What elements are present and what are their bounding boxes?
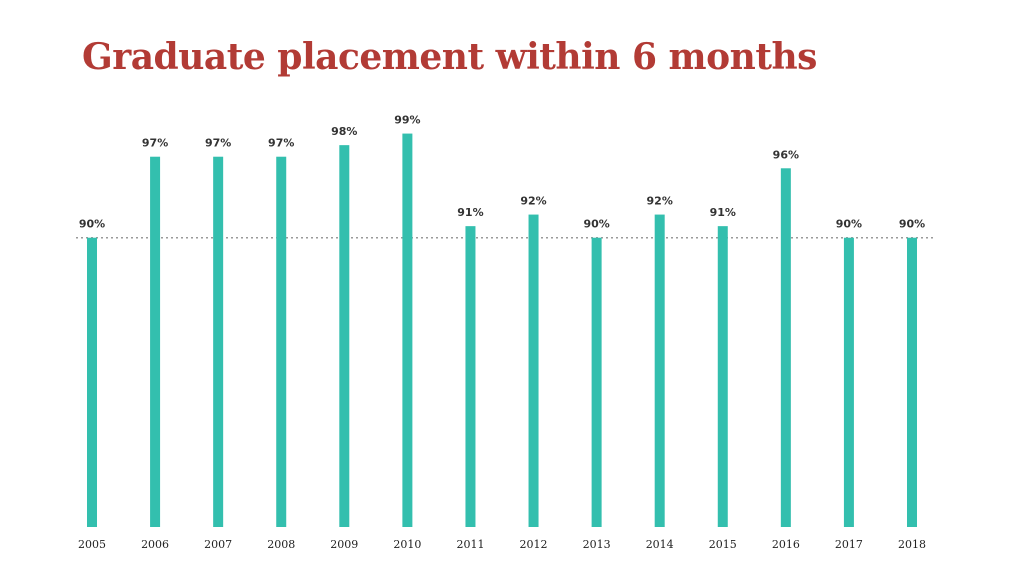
x-tick-label-2009: 2009	[330, 538, 358, 551]
data-label-2008: 97%	[268, 137, 294, 150]
data-label-2006: 97%	[142, 137, 168, 150]
bar-2010	[402, 133, 413, 528]
data-label-2016: 96%	[773, 148, 799, 161]
bars-layer	[87, 133, 917, 528]
data-label-2013: 90%	[583, 218, 609, 231]
x-tick-label-2008: 2008	[267, 538, 295, 551]
bar-2009	[339, 145, 350, 527]
x-tick-label-2005: 2005	[78, 538, 106, 551]
x-tick-label-2014: 2014	[646, 538, 674, 551]
bar-2012	[528, 214, 539, 528]
x-tick-label-2007: 2007	[204, 538, 232, 551]
bar-2015	[717, 226, 728, 527]
data-label-2007: 97%	[205, 137, 231, 150]
x-tick-label-2016: 2016	[772, 538, 800, 551]
x-tick-label-2011: 2011	[456, 538, 484, 551]
bar-2011	[465, 226, 476, 527]
data-label-2005: 90%	[79, 218, 105, 231]
bar-2016	[780, 168, 791, 528]
data-label-2017: 90%	[836, 218, 862, 231]
data-label-2015: 91%	[710, 206, 736, 219]
chart-title: Graduate placement within 6 months	[82, 36, 817, 78]
bar-2007	[213, 156, 224, 527]
bar-2006	[150, 156, 161, 527]
bar-2018	[907, 237, 917, 527]
data-label-2014: 92%	[647, 195, 673, 208]
x-tick-label-2012: 2012	[520, 538, 548, 551]
bar-2008	[276, 156, 287, 527]
x-tick-label-2010: 2010	[393, 538, 421, 551]
bar-2005	[87, 237, 97, 527]
data-label-2018: 90%	[899, 218, 925, 231]
x-tick-label-2017: 2017	[835, 538, 863, 551]
bar-2014	[654, 214, 665, 528]
x-tick-label-2018: 2018	[898, 538, 926, 551]
x-tick-label-2006: 2006	[141, 538, 169, 551]
data-label-2010: 99%	[394, 114, 420, 127]
x-axis-ticks: 2005 2006 2007 2008 2009 2010 2011 2012 2013 2014…	[78, 538, 926, 551]
bar-2013	[591, 237, 602, 527]
x-tick-label-2015: 2015	[709, 538, 737, 551]
x-tick-label-2013: 2013	[583, 538, 611, 551]
bar-2017	[843, 237, 854, 527]
data-label-2011: 91%	[457, 206, 483, 219]
data-labels-layer: 90% 97% 97% 97% 98% 99% 91% 92% 90% 92% 91% 96% 90% 9…	[79, 114, 925, 231]
data-label-2009: 98%	[331, 125, 357, 138]
data-label-2012: 92%	[520, 195, 546, 208]
